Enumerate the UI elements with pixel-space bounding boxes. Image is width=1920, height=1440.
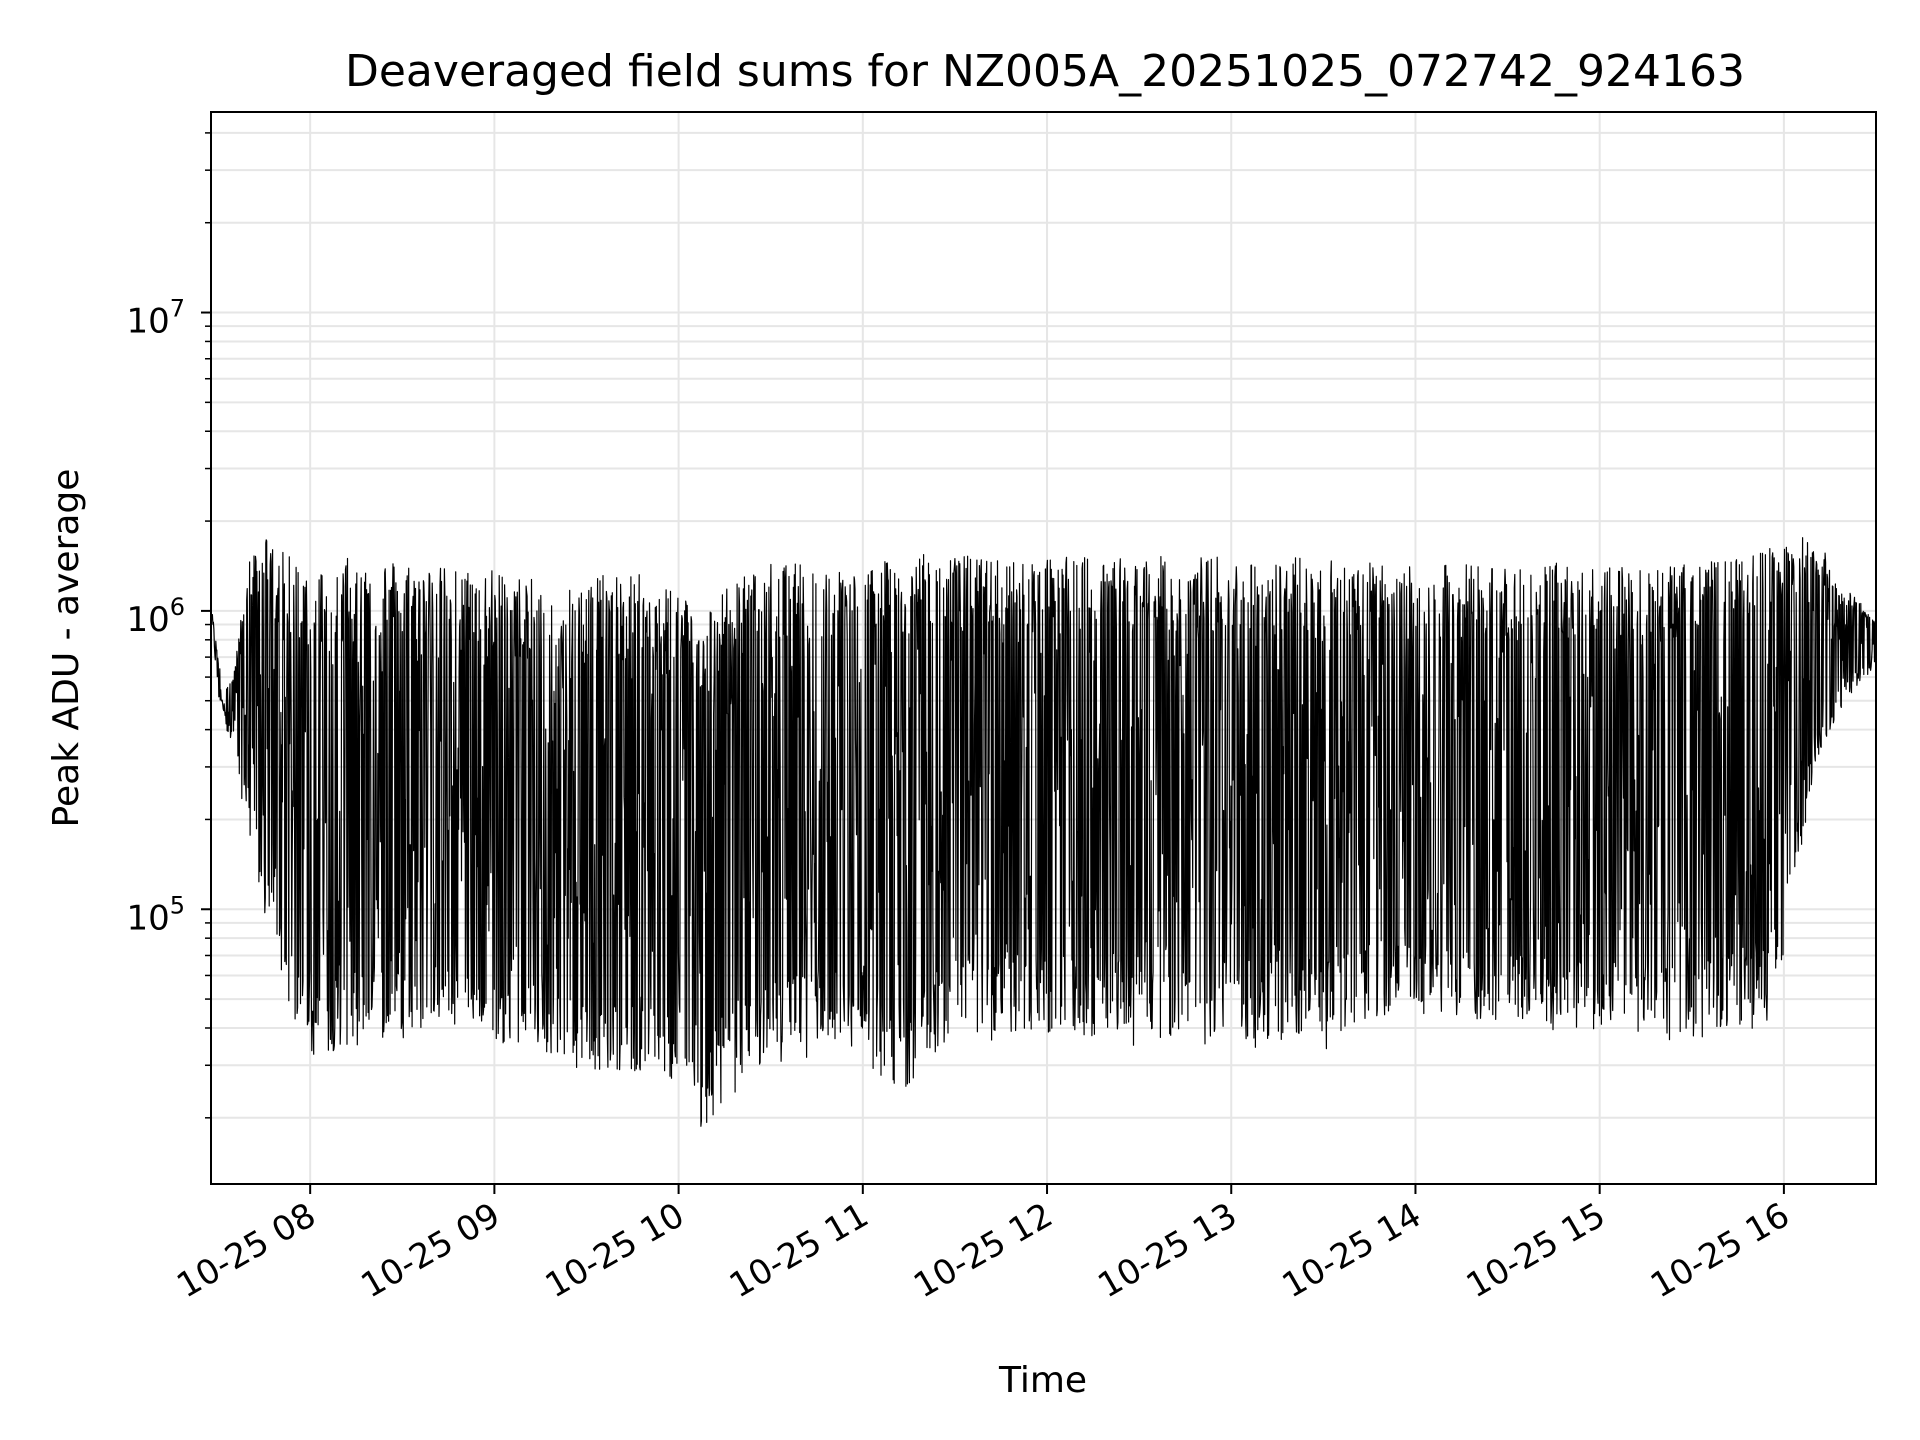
x-axis-label: Time: [998, 1360, 1087, 1401]
series-line: [211, 537, 1877, 1127]
y-axis: 105 106 107: [126, 132, 211, 1119]
chart-title: Deaveraged field sums for NZ005A_2025102…: [345, 46, 1745, 97]
plot-area-frame: [210, 111, 1877, 1185]
y-axis-label: Peak ADU - average: [46, 469, 87, 828]
y-tick-label: 105: [126, 891, 185, 938]
y-tick-label: 106: [126, 593, 185, 640]
data-series-layer: [211, 537, 1877, 1127]
y-tick-label: 107: [126, 295, 185, 342]
